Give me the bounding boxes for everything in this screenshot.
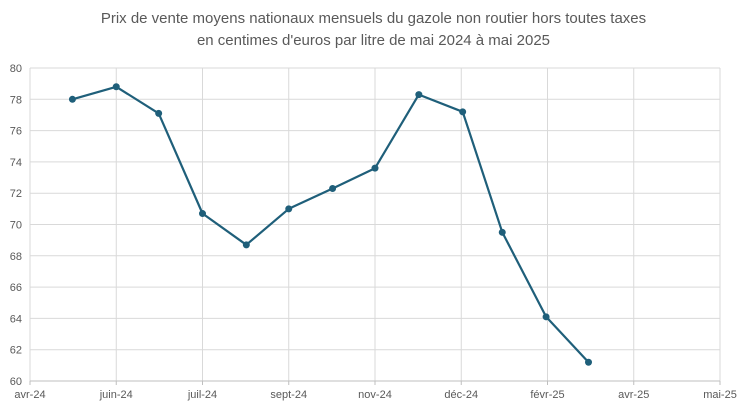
x-tick-label: déc-24	[444, 389, 478, 401]
y-tick-label: 66	[10, 282, 22, 294]
chart-title: Prix de vente moyens nationaux mensuels …	[0, 8, 747, 52]
data-point[interactable]	[459, 108, 467, 116]
x-tick-label: févr-25	[530, 389, 564, 401]
data-point[interactable]	[542, 313, 550, 321]
y-tick-label: 70	[10, 220, 22, 232]
data-point[interactable]	[285, 205, 293, 213]
data-point[interactable]	[68, 95, 76, 103]
y-tick-label: 76	[10, 126, 22, 138]
y-tick-label: 60	[10, 376, 22, 388]
data-point[interactable]	[112, 83, 120, 91]
x-tick-label: avr-24	[14, 389, 45, 401]
x-tick-label: avr-25	[618, 389, 649, 401]
y-tick-label: 72	[10, 188, 22, 200]
data-point[interactable]	[329, 185, 337, 193]
y-tick-label: 64	[10, 313, 22, 325]
x-tick-label: juin-24	[99, 389, 133, 401]
x-tick-label: nov-24	[358, 389, 392, 401]
y-tick-label: 68	[10, 251, 22, 263]
chart-title-line-2: en centimes d'euros par litre de mai 202…	[196, 32, 551, 49]
y-tick-label: 62	[10, 345, 22, 357]
data-point[interactable]	[585, 358, 593, 366]
data-point[interactable]	[155, 109, 163, 117]
data-point[interactable]	[242, 241, 250, 249]
y-tick-label: 74	[10, 157, 22, 169]
data-point[interactable]	[371, 164, 379, 172]
x-tick-label: juil-24	[187, 389, 217, 401]
x-tick-label: mai-25	[703, 389, 737, 401]
x-tick-label: sept-24	[270, 389, 307, 401]
y-tick-label: 78	[10, 94, 22, 106]
data-point[interactable]	[199, 210, 206, 218]
data-point[interactable]	[415, 91, 423, 99]
data-point[interactable]	[498, 228, 506, 236]
chart-title-line-1: Prix de vente moyens nationaux mensuels …	[100, 10, 647, 27]
y-tick-label: 80	[10, 63, 22, 75]
